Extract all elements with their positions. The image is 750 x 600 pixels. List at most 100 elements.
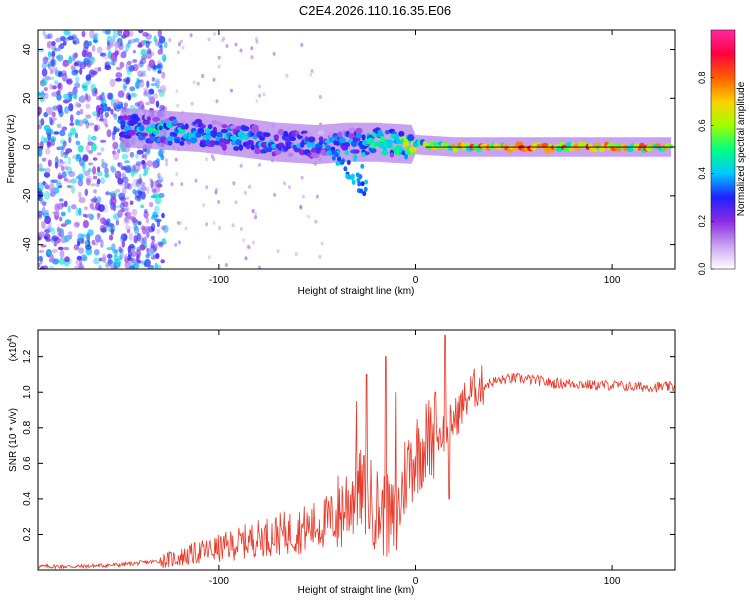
noise-blob (62, 61, 69, 67)
ridge-blob (328, 150, 333, 156)
noise-blob (148, 59, 156, 68)
noise-blob (116, 128, 120, 132)
noise-blob (53, 242, 57, 247)
noise-blob (122, 176, 129, 184)
noise-blob (87, 229, 94, 237)
noise-blob (100, 227, 107, 233)
noise-blob (50, 76, 55, 81)
noise-blob (124, 164, 131, 174)
noise-blob (134, 169, 139, 175)
noise-blob (93, 124, 99, 132)
noise-blob (252, 240, 255, 245)
ridge-blob (361, 134, 366, 141)
noise-blob (103, 204, 109, 213)
noise-blob (106, 253, 113, 259)
noise-blob (152, 211, 158, 220)
noise-blob (38, 146, 42, 155)
noise-blob (224, 263, 228, 267)
noise-blob (50, 138, 56, 147)
ridge-blob (667, 144, 674, 149)
noise-blob (301, 194, 305, 199)
noise-blob (137, 221, 142, 226)
ridge-blob (409, 146, 417, 153)
noise-blob (146, 232, 150, 238)
noise-blob (154, 218, 162, 223)
noise-blob (38, 231, 46, 238)
ridge-blob (325, 144, 331, 150)
ridge-blob (348, 131, 356, 139)
ridge-blob (128, 129, 136, 136)
noise-blob (82, 118, 88, 124)
y-tick-label: -40 (22, 237, 33, 252)
noise-blob (179, 221, 183, 225)
noise-blob (212, 157, 216, 162)
noise-blob (120, 51, 127, 59)
noise-blob (154, 205, 160, 215)
noise-blob (129, 151, 135, 158)
spectrogram-noise-blobs (38, 30, 324, 269)
noise-blob (145, 40, 150, 49)
noise-blob (92, 111, 98, 117)
noise-blob (122, 82, 127, 92)
noise-blob (124, 253, 128, 260)
noise-blob (114, 41, 120, 48)
noise-blob (118, 246, 122, 253)
noise-blob (148, 201, 154, 208)
noise-blob (105, 262, 110, 268)
noise-blob (246, 244, 250, 249)
noise-blob (44, 215, 51, 225)
spectrogram-ridge (117, 108, 675, 197)
spectrogram-x-ticks: -100 0 100 (209, 30, 621, 286)
ridge-blob (287, 152, 294, 157)
noise-blob (39, 197, 44, 202)
noise-blob (138, 61, 144, 68)
noise-blob (82, 220, 89, 229)
noise-blob (320, 241, 324, 246)
noise-blob (72, 92, 77, 99)
noise-blob (41, 157, 47, 162)
ridge-blob (283, 130, 289, 137)
ridge-blob (231, 140, 237, 146)
noise-blob (56, 123, 62, 129)
noise-blob (150, 195, 157, 199)
noise-blob (95, 112, 99, 121)
noise-blob (154, 80, 161, 85)
noise-blob (315, 194, 319, 199)
noise-blob (45, 226, 51, 230)
ridge-blob (395, 144, 403, 150)
noise-blob (78, 207, 82, 216)
noise-blob (212, 220, 216, 225)
noise-blob (109, 222, 114, 229)
noise-blob (143, 210, 149, 219)
noise-blob (73, 221, 80, 229)
noise-blob (232, 181, 236, 186)
ridge-blob (233, 146, 240, 151)
noise-blob (70, 178, 77, 184)
ridge-blob (566, 141, 572, 148)
noise-blob (94, 249, 100, 256)
ridge-blob (216, 131, 223, 139)
noise-blob (138, 42, 143, 48)
noise-blob (102, 253, 106, 261)
noise-blob (43, 137, 48, 144)
noise-blob (43, 183, 49, 188)
noise-blob (115, 219, 120, 226)
noise-blob (42, 56, 49, 64)
noise-blob (94, 234, 102, 243)
noise-blob (106, 35, 112, 42)
noise-blob (76, 110, 81, 116)
noise-blob (150, 256, 157, 260)
noise-blob (98, 107, 104, 115)
noise-blob (310, 69, 314, 73)
noise-blob (217, 55, 221, 60)
noise-blob (190, 101, 194, 106)
ridge-blob (221, 124, 228, 129)
noise-blob (158, 192, 165, 199)
noise-blob (276, 249, 280, 254)
noise-blob (168, 38, 172, 43)
ridge-blob (563, 147, 570, 153)
noise-blob (89, 30, 95, 39)
ridge-blob (359, 188, 364, 194)
noise-blob (239, 227, 243, 231)
noise-blob (251, 209, 255, 213)
